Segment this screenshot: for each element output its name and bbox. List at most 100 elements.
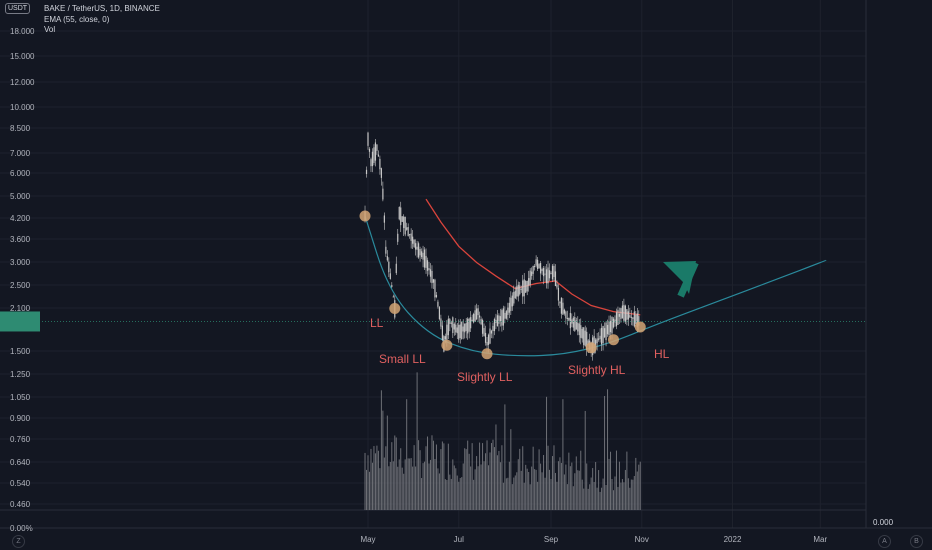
time-tick-label: May xyxy=(360,535,375,544)
volume-bar xyxy=(461,477,463,510)
candle-body xyxy=(470,317,472,329)
volume-bar xyxy=(535,469,537,510)
volume-bar xyxy=(482,443,484,510)
volume-bar xyxy=(623,482,625,510)
candle-body xyxy=(398,207,400,220)
price-tick-label: 6.000 xyxy=(10,169,31,178)
candle-body xyxy=(563,309,565,314)
volume-bar xyxy=(490,443,492,510)
auto-scale-button[interactable]: B xyxy=(910,535,923,548)
candle-body xyxy=(568,317,570,321)
annotation-label: LL xyxy=(370,316,384,330)
volume-bar xyxy=(538,449,540,510)
ema-line xyxy=(425,198,641,316)
volume-bar xyxy=(483,461,485,510)
volume-bar xyxy=(465,449,467,510)
scale-left-button[interactable]: Z xyxy=(12,535,25,548)
candle-body xyxy=(615,312,618,327)
volume-bar xyxy=(371,462,373,510)
volume-bar xyxy=(391,442,393,510)
volume-bar xyxy=(635,457,637,510)
time-axis[interactable]: May Jul Sep Nov 2022 Mar xyxy=(360,535,827,544)
candle-body xyxy=(493,319,496,332)
volume-bar xyxy=(425,446,427,510)
time-tick-label: Jul xyxy=(454,535,464,544)
volume-bar xyxy=(452,459,454,510)
volume-bar xyxy=(547,445,549,510)
volume-bar xyxy=(413,445,415,510)
volume-bar xyxy=(434,458,436,510)
candle-body xyxy=(617,309,619,325)
candle-body xyxy=(510,297,512,312)
volume-bar xyxy=(636,471,638,510)
volume-bar xyxy=(584,410,586,510)
volume-bar xyxy=(534,469,536,510)
candle-body xyxy=(578,323,580,336)
volume-bar xyxy=(492,439,494,510)
candle-body xyxy=(417,243,420,258)
candle-body xyxy=(368,148,371,152)
candle-body xyxy=(456,327,458,334)
candle-body xyxy=(431,270,433,284)
candle-body xyxy=(432,279,435,283)
price-tick-label: 10.000 xyxy=(10,103,35,112)
candle-body xyxy=(409,234,411,236)
volume-bar xyxy=(443,443,445,510)
candle-body xyxy=(401,216,403,222)
candle-body xyxy=(435,294,438,298)
volume-bar xyxy=(366,469,368,510)
candle-body xyxy=(523,279,525,297)
candle-body xyxy=(489,328,491,344)
volume-bar xyxy=(468,453,470,510)
candle-body xyxy=(559,302,561,304)
candle-body xyxy=(551,265,554,280)
markers xyxy=(359,210,646,360)
volume-bar xyxy=(458,481,460,510)
price-tick-label: 18.000 xyxy=(10,27,35,36)
volume-bar xyxy=(424,461,426,510)
symbol-title[interactable]: BAKE / TetherUS, 1D, BINANCE xyxy=(44,4,160,13)
volume-bar xyxy=(489,452,491,510)
price-axis[interactable]: 18.000 15.000 12.000 10.000 8.500 7.000 6.000 5… xyxy=(0,27,866,533)
candle-body xyxy=(371,151,374,167)
currency-badge[interactable]: USDT xyxy=(5,3,31,14)
volume-bar xyxy=(544,477,546,510)
volume-bar xyxy=(473,479,475,510)
volume-bar xyxy=(532,446,534,510)
candle-body xyxy=(461,321,463,339)
candle-body xyxy=(557,287,560,301)
candle-body xyxy=(420,251,423,258)
candle-body xyxy=(490,330,493,334)
log-scale-button[interactable]: A xyxy=(878,535,891,548)
candle-body xyxy=(586,331,588,350)
volume-bar xyxy=(525,464,527,510)
volume-bar xyxy=(453,465,455,510)
annotation-label: Small LL xyxy=(379,352,426,366)
volume-bar xyxy=(578,470,580,510)
candle-body xyxy=(496,315,499,326)
volume-bar xyxy=(459,478,461,510)
volume-bar xyxy=(479,442,481,510)
candle-body xyxy=(459,324,461,338)
candle-body xyxy=(525,281,527,293)
current-price-label xyxy=(0,311,40,332)
price-tick-label: 0.540 xyxy=(10,479,31,488)
price-tick-label: 5.000 xyxy=(10,192,31,201)
volume-bar xyxy=(383,457,385,510)
vol-legend[interactable]: Vol xyxy=(44,25,56,34)
candle-body xyxy=(541,269,543,272)
candle-body xyxy=(600,327,603,345)
ema-legend[interactable]: EMA (55, close, 0) xyxy=(44,14,110,24)
candle-body xyxy=(633,311,635,327)
volume-bar xyxy=(432,440,434,510)
candle-body xyxy=(621,305,624,319)
candle-body xyxy=(520,288,522,290)
volume-bar xyxy=(389,461,391,510)
candle-body xyxy=(498,315,500,324)
annotation-label: Slightly HL xyxy=(568,363,626,377)
volume-bar xyxy=(409,458,411,510)
volume-bar xyxy=(562,399,564,510)
candle-body xyxy=(624,305,626,322)
candle-body xyxy=(548,270,551,279)
